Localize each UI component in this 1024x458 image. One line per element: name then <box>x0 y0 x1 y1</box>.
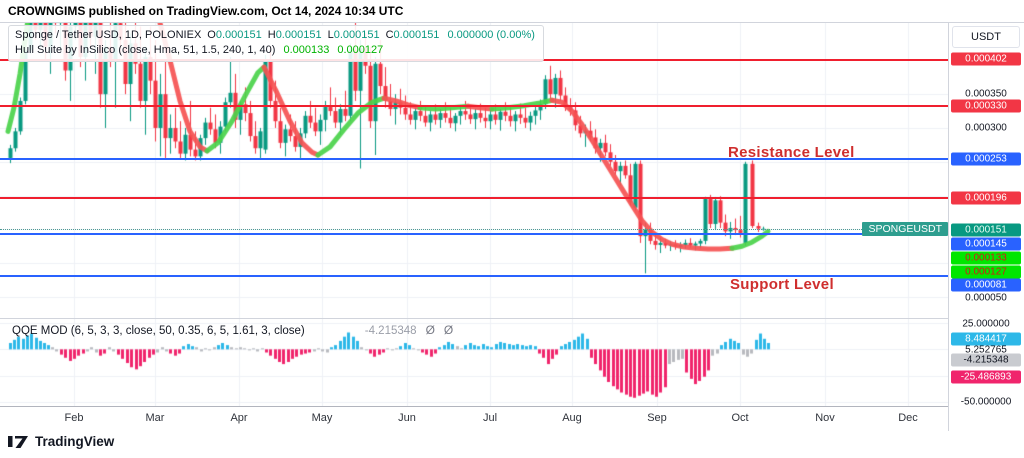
hull-values: 0.000133 0.000127 <box>283 44 384 56</box>
price-badge: 0.000133 <box>951 251 1021 265</box>
resistance-level-line[interactable] <box>0 158 948 160</box>
tradingview-footer: TradingView <box>8 434 114 449</box>
support-level-label[interactable]: Support Level <box>730 276 834 293</box>
hull-suite-title: Hull Suite by InSilico (close, Hma, 51, … <box>15 44 276 56</box>
month-label-jul: Jul <box>482 412 498 424</box>
price-tick-label: 0.000350 <box>965 88 1007 100</box>
month-label-dec: Dec <box>898 412 918 424</box>
price-chart-canvas[interactable] <box>0 23 948 318</box>
last-price-line-line[interactable] <box>0 229 886 230</box>
price-pane[interactable]: Resistance Level Support Level SPONGEUSD… <box>0 23 948 319</box>
symbol-legend-row[interactable]: Sponge / Tether USD, 1D, POLONIEX O0.0001… <box>15 28 535 43</box>
support-level-line[interactable] <box>0 275 948 277</box>
time-axis[interactable]: Feb Mar Apr May Jun Jul Aug Sep Oct Nov Dec <box>0 408 948 431</box>
price-badge: 0.000081 <box>951 278 1021 292</box>
price-badge: 0.000145 <box>951 237 1021 251</box>
price-badge: -4.215348 <box>951 353 1021 367</box>
month-label-jun: Jun <box>398 412 416 424</box>
chart-frame: Resistance Level Support Level SPONGEUSD… <box>0 22 1024 431</box>
month-label-aug: Aug <box>562 412 582 424</box>
price-badge: 0.000196 <box>951 191 1021 205</box>
qqe-chart-canvas[interactable] <box>0 319 948 406</box>
hidden-plot-icon[interactable]: Ø <box>425 323 435 337</box>
price-tick-label: 0.000050 <box>965 292 1007 304</box>
month-label-oct: Oct <box>731 412 749 424</box>
price-tick-label: -50.000000 <box>960 396 1012 408</box>
tradingview-wordmark: TradingView <box>35 434 115 449</box>
currency-label[interactable]: USDT <box>952 26 1020 48</box>
price-badge: 8.484417 <box>951 332 1021 346</box>
price-tick-label: 0.000300 <box>965 122 1007 134</box>
legend-box[interactable]: Sponge / Tether USD, 1D, POLONIEX O0.0001… <box>8 25 544 62</box>
tradingview-logo <box>8 435 28 448</box>
resistance-level-label[interactable]: Resistance Level <box>728 144 855 161</box>
price-badge: 0.000151 <box>951 223 1021 237</box>
month-label-may: May <box>311 412 333 424</box>
month-label-mar: Mar <box>145 412 165 424</box>
hull-suite-legend-row[interactable]: Hull Suite by InSilico (close, Hma, 51, … <box>15 43 535 58</box>
month-label-apr: Apr <box>230 412 248 424</box>
hidden-plot-icon[interactable]: Ø <box>443 323 454 337</box>
ohlc-values: O0.000151 H0.000151 L0.000151 C0.000151 0.00… <box>207 29 535 41</box>
symbol-title: Sponge / Tether USD, 1D, POLONIEX <box>15 29 202 41</box>
price-badge: 0.000253 <box>951 152 1021 166</box>
price-tick-label: 5.252765 <box>965 344 1007 356</box>
month-label-feb: Feb <box>64 412 84 424</box>
month-label-nov: Nov <box>815 412 835 424</box>
publication-headline: CROWNGIMS published on TradingView.com, … <box>8 4 404 18</box>
price-axis[interactable]: USDT 0.000402 0.000350 0.000330 0.000300 0.0… <box>948 23 1024 431</box>
symbol-price-tag: SPONGEUSDT <box>862 222 948 236</box>
blue-minor-level-line[interactable] <box>0 233 948 235</box>
price-badge: 0.000330 <box>951 99 1021 113</box>
price-badge: -25.486893 <box>951 370 1021 384</box>
qqe-current-value: -4.215348 <box>364 325 417 337</box>
month-label-sep: Sep <box>647 412 667 424</box>
lower-red-level-line[interactable] <box>0 197 948 199</box>
price-badge: 0.000127 <box>951 265 1021 279</box>
qqe-legend-row[interactable]: QQE MOD (6, 5, 3, 3, close, 50, 0.35, 6,… <box>12 323 453 337</box>
mid-red-level-line[interactable] <box>0 105 948 107</box>
qqe-mod-pane[interactable]: QQE MOD (6, 5, 3, 3, close, 50, 0.35, 6,… <box>0 319 948 407</box>
qqe-title: QQE MOD (6, 5, 3, 3, close, 50, 0.35, 6,… <box>12 325 305 337</box>
price-badge: 0.000402 <box>951 52 1021 66</box>
price-tick-label: 25.000000 <box>962 318 1010 330</box>
